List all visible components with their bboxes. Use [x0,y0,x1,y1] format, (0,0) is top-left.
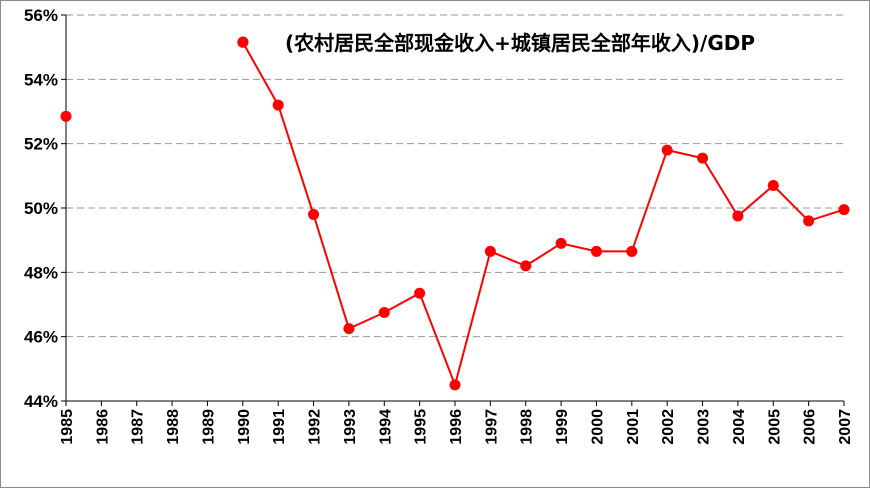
x-tick-label: 2006 [802,409,819,445]
legend: (农村居民全部现金收入+城镇居民全部年收入)/GDP [237,31,755,55]
x-tick-label: 2003 [696,409,713,445]
x-tick-label: 1995 [413,409,430,445]
x-tick-label: 2000 [589,409,606,445]
chart-frame [0,0,870,488]
x-tick-label: 1997 [483,409,500,445]
x-tick-label: 1993 [342,409,359,445]
x-tick-label: 1986 [94,409,111,445]
y-axis-ticks: 44% 46% 48% 50% 52% 54% 56% [24,6,66,411]
x-tick-label: 2004 [731,409,748,445]
x-tick-label: 1987 [130,409,147,445]
data-point [414,287,426,299]
x-tick-label: 2005 [766,409,783,445]
data-point [661,144,673,156]
data-point [803,215,815,227]
series-line [60,36,850,391]
y-tick-label: 46% [24,328,58,347]
data-point [838,204,850,216]
x-tick-label: 1985 [59,409,76,445]
x-tick-label: 2007 [837,409,854,445]
x-tick-label: 1994 [377,409,394,445]
data-point [767,179,779,191]
x-axis-ticks: 1985 1986 1987 1988 1989 1990 1991 1992 1993 1994… [59,401,854,445]
x-tick-label: 1992 [307,409,324,445]
x-tick-label: 1998 [519,409,536,445]
x-tick-label: 1996 [448,409,465,445]
data-point [343,323,355,335]
x-tick-label: 2001 [625,409,642,445]
data-point [626,245,638,257]
gridlines [66,14,844,338]
x-tick-label: 1989 [200,409,217,445]
x-tick-label: 1988 [165,409,182,445]
y-tick-label: 44% [24,392,58,411]
y-tick-label: 50% [24,199,58,218]
data-point [484,245,496,257]
data-point [449,379,461,391]
data-point [60,110,72,122]
data-point [697,152,709,164]
data-point [272,99,284,111]
series-segment [241,41,845,389]
x-tick-label: 1990 [236,409,253,445]
y-tick-label: 52% [24,135,58,154]
x-tick-label: 2002 [660,409,677,445]
data-point [590,245,602,257]
legend-marker [237,36,249,48]
x-tick-label: 1991 [271,409,288,445]
data-point [555,237,567,249]
data-point [732,210,744,222]
y-tick-label: 48% [24,263,58,282]
legend-label: (农村居民全部现金收入+城镇居民全部年收入)/GDP [285,31,755,55]
y-tick-label: 54% [24,70,58,89]
data-point [520,260,532,272]
x-tick-label: 1999 [554,409,571,445]
data-point [308,208,320,220]
y-tick-label: 56% [24,6,58,25]
data-point [378,307,390,319]
